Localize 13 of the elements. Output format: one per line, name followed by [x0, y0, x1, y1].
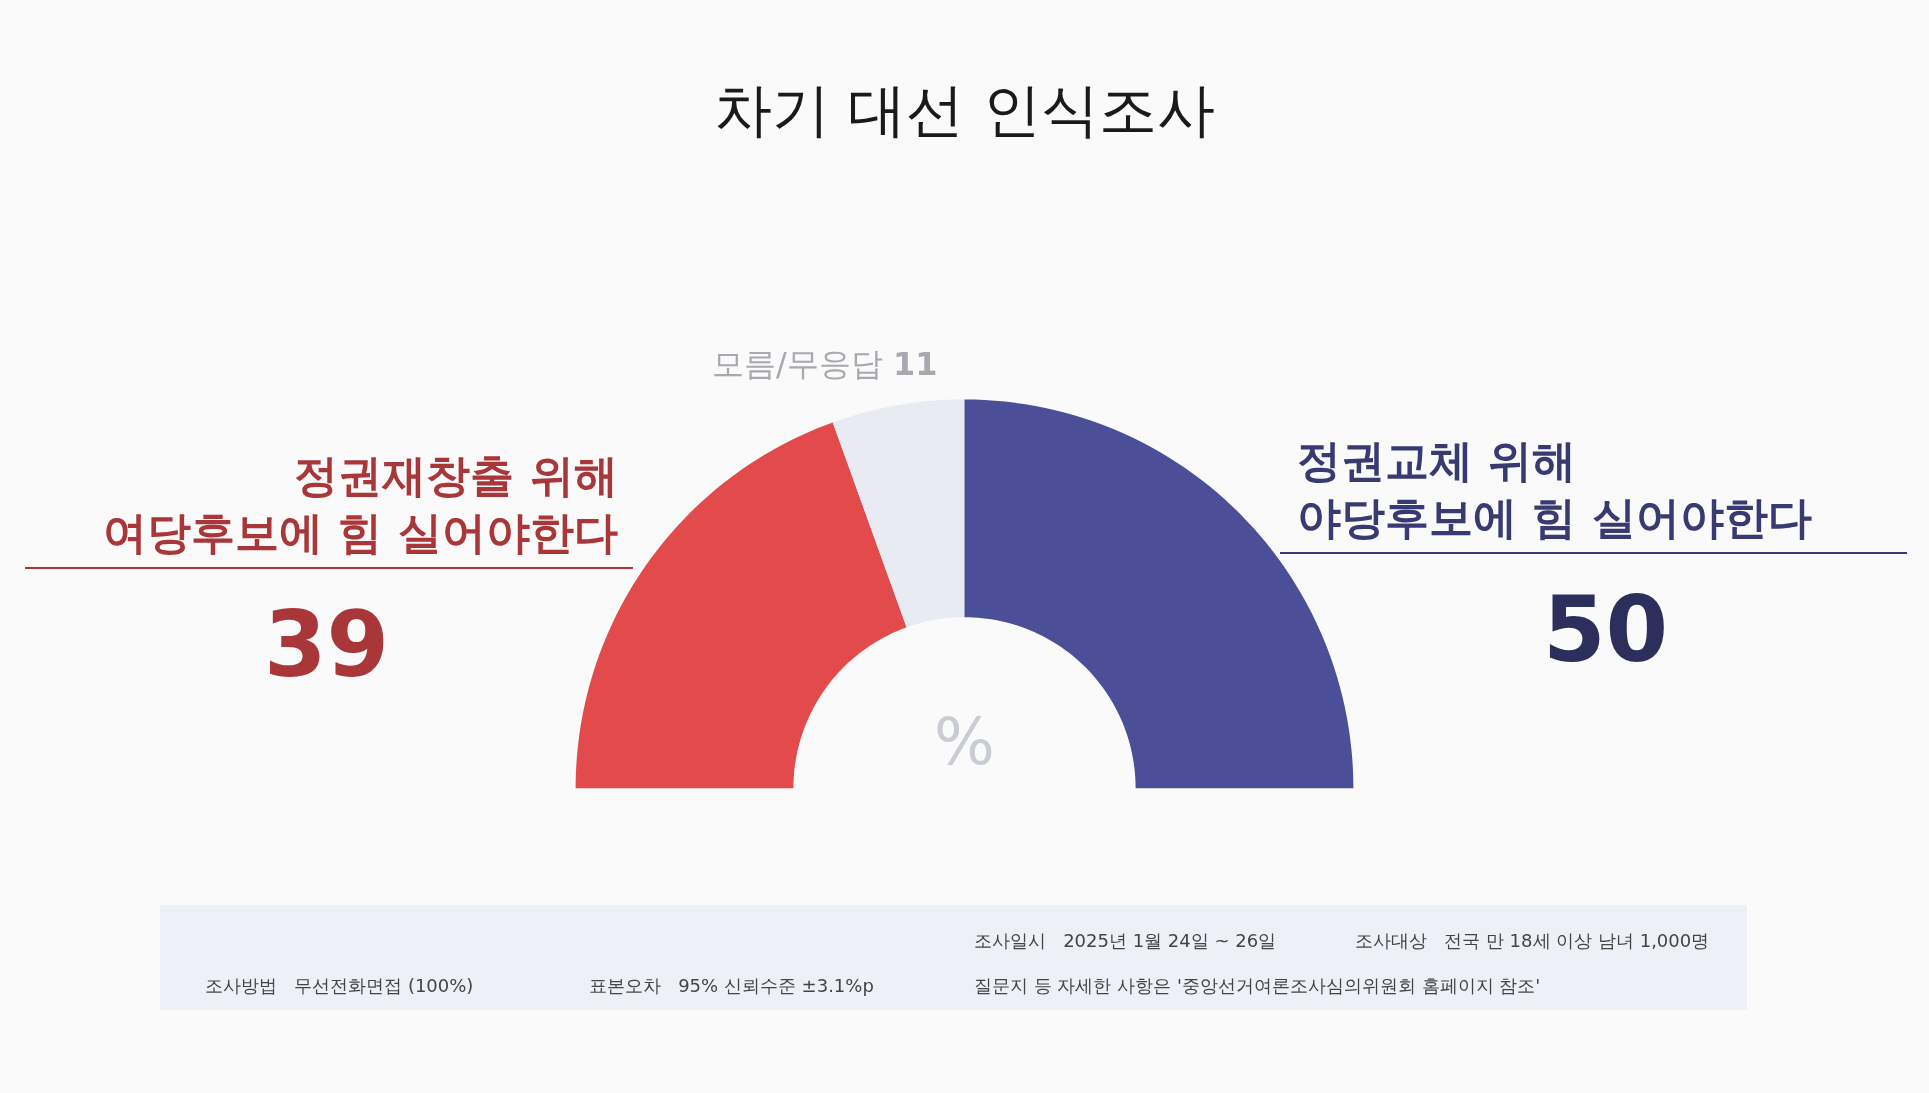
- text: 질문지 등 자세한 사항은 '중앙선거여론조사심의위원회 홈페이지 참조': [974, 975, 1541, 996]
- text: 조사방법 무선전화면접 (100%): [205, 975, 474, 996]
- slice-label: 정권교체 위해 야당후보에 힘 실어야한다: [1297, 435, 1812, 544]
- text: 조사대상 전국 만 18세 이상 남녀 1,000명: [1355, 930, 1710, 951]
- slice-label: 정권재창출 위해 여당후보에 힘 실어야한다: [103, 450, 618, 559]
- text: 표본오차 95% 신뢰수준 ±3.1%p: [589, 975, 874, 996]
- data-label: 39: [264, 592, 390, 697]
- data-label: 11: [892, 345, 938, 383]
- slice-label: 모름/무응답: [712, 345, 883, 383]
- chart-title: 차기 대선 인식조사: [714, 76, 1215, 145]
- data-label: 50: [1543, 577, 1669, 682]
- text: 조사일시 2025년 1월 24일 ~ 26일: [974, 930, 1277, 951]
- text: %: [934, 705, 995, 779]
